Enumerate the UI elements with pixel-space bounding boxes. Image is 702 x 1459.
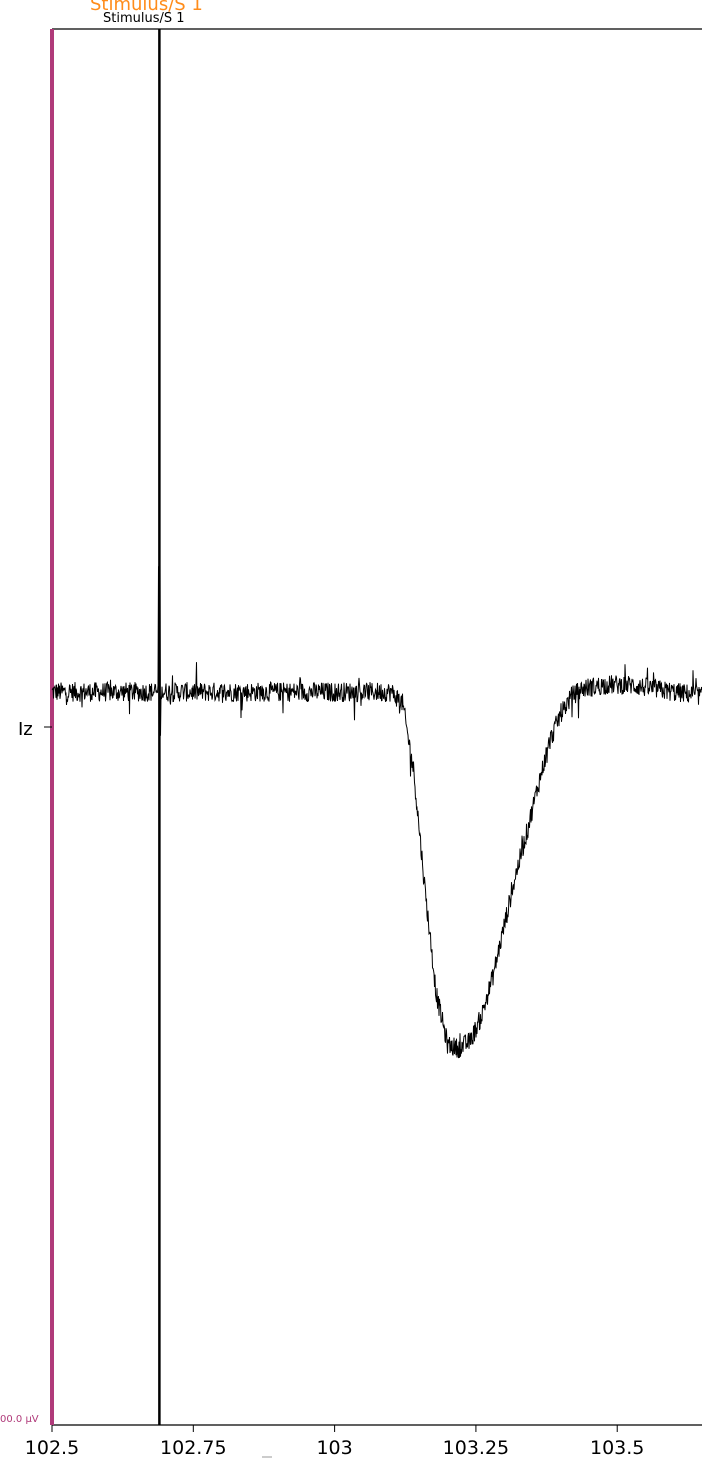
x-tick-label: 102.75 [160, 1437, 226, 1459]
eeg-trace-line [51, 556, 702, 1059]
channel-label: Iz [18, 719, 33, 740]
annotation-orange-label: Stimulus/S 1 [90, 0, 203, 15]
annotation-black-label: Stimulus/S 1 [103, 11, 185, 26]
axis-artifact [262, 1456, 272, 1458]
x-axis-ticks: 102.5 102.75 103 103.25 103.5 [25, 1425, 644, 1459]
x-tick-label: 103.5 [590, 1437, 644, 1459]
x-tick-label: 102.5 [25, 1437, 79, 1459]
x-tick-label: 103 [316, 1437, 352, 1459]
scale-bar-label: 00.0 µV [0, 1414, 39, 1425]
x-tick-label: 103.25 [443, 1437, 509, 1459]
